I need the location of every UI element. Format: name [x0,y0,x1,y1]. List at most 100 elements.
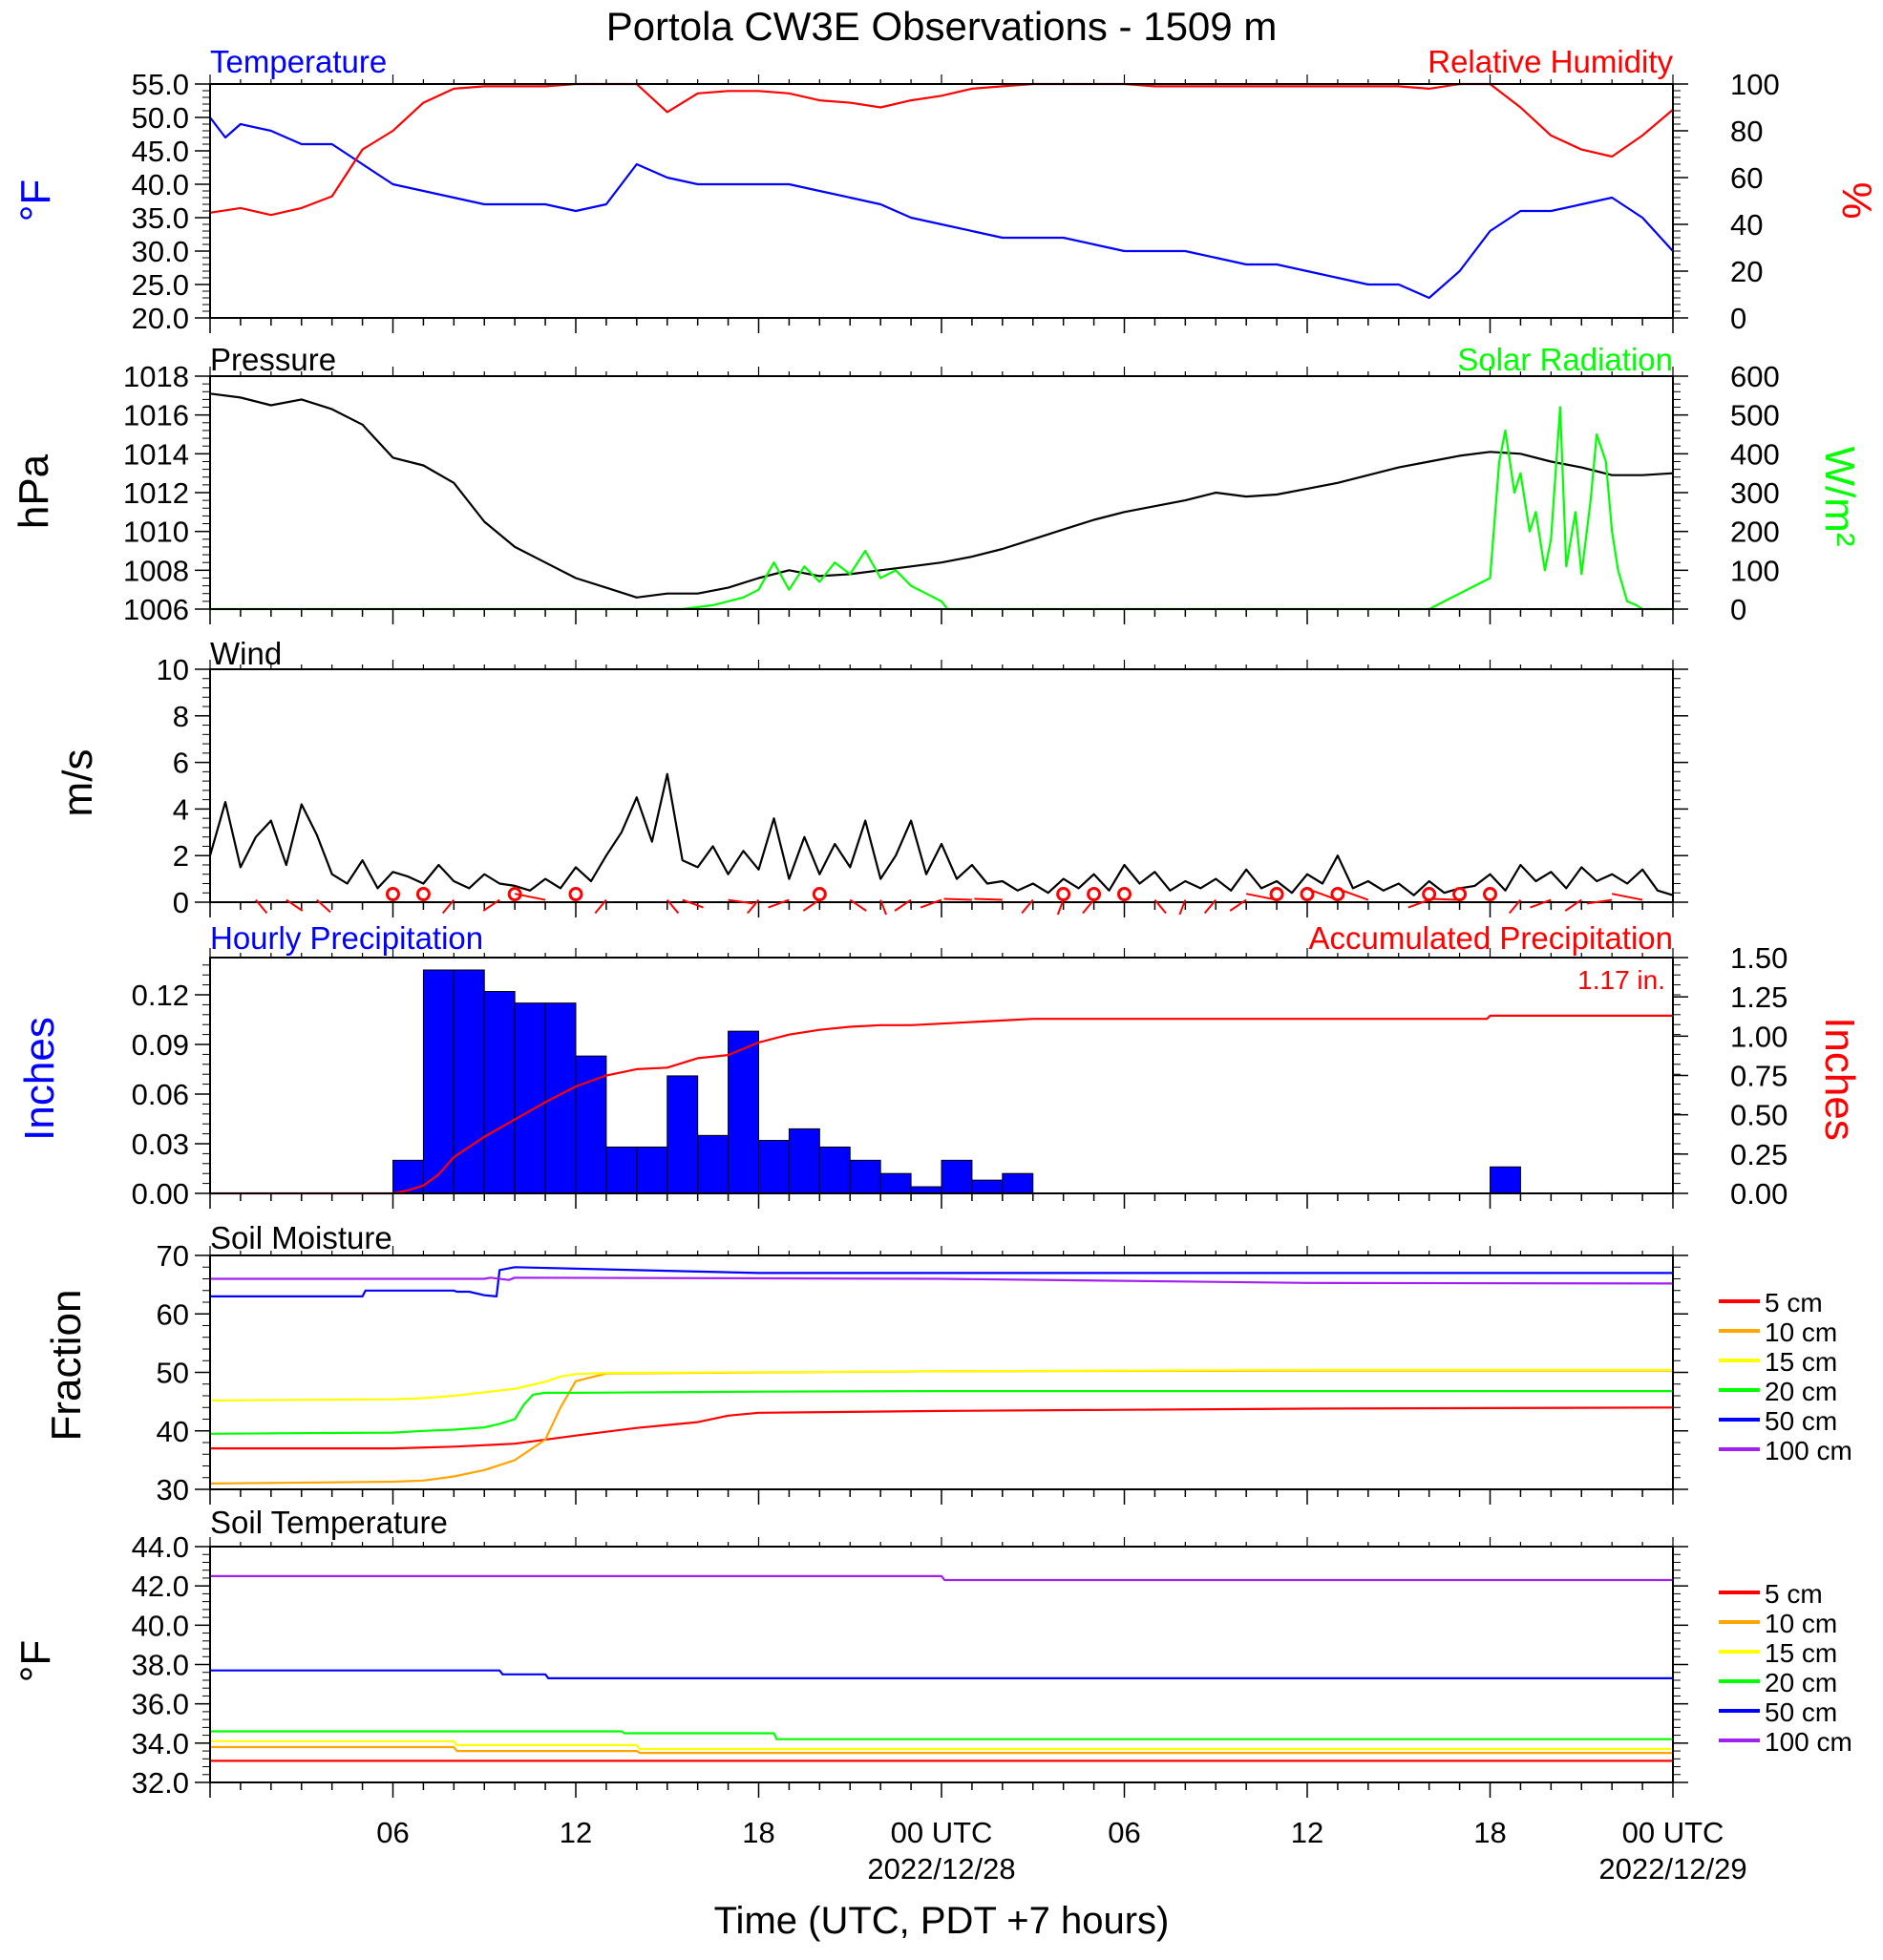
y-tick-label-right: 80 [1730,115,1763,148]
series-line-accumulated-precipitation [210,1014,1673,1195]
y-tick-label-left: 1008 [123,554,189,587]
wind-plot: 0 2 4 6 8 10 [157,653,1688,919]
series-line-solar-radiation [210,406,1673,611]
y-tick-label-left: 1010 [123,516,189,549]
y-tick-label-right: 40 [1730,208,1763,242]
x-tick-label: 00 UTC [891,1816,993,1849]
wind-barb [1178,899,1187,916]
solar-axis-label: W/m² [1816,446,1863,546]
panel-soil-temperature: 32.0 34.0 36.0 38.0 40.0 42.0 44.0 Soil Temper… [12,1505,1852,1800]
series-line-10-cm [210,1745,1673,1755]
precip-bar [544,1002,577,1194]
legend-label: 5 cm [1765,1579,1823,1609]
y-tick-label-left: 34.0 [132,1727,189,1760]
series-line-5-cm [210,1406,1674,1450]
legend-label: 10 cm [1765,1317,1837,1347]
calm-wind-circle [1269,887,1284,902]
y-tick-label-right: 1.00 [1730,1020,1788,1053]
x-tick-label: 00 UTC [1622,1816,1724,1849]
x-axis-label: Time (UTC, PDT +7 hours) [714,1900,1170,1942]
y-tick-label-left: 44.0 [132,1530,189,1564]
y-tick-label-left: 70 [157,1239,189,1273]
plot-background [210,1255,1673,1489]
y-tick-label-right: 0.00 [1730,1177,1788,1211]
y-tick-label-left: 32.0 [132,1766,189,1800]
wind-barb [682,898,704,909]
precip-bar [788,1128,820,1194]
y-tick-label-right: 0 [1730,302,1746,335]
y-tick-label-left: 0.09 [132,1028,189,1062]
y-tick-label-right: 20 [1730,255,1763,288]
y-tick-label-left: 30.0 [132,235,189,268]
precip-bar [941,1159,973,1194]
y-tick-label-right: 1.25 [1730,980,1788,1014]
plot-background [210,376,1673,609]
y-tick-label-left: 1018 [123,360,189,393]
calm-wind-circle [1483,887,1497,902]
x-date-label: 2022/12/29 [1598,1852,1746,1886]
legend-label: 10 cm [1765,1609,1837,1638]
y-tick-label-left: 6 [173,747,189,780]
calm-wind-circle [1056,887,1071,902]
y-tick-label-left: 50 [157,1357,189,1390]
accumulated-total-annotation: 1.17 in. [1577,965,1665,995]
pressure-axis-label: hPa [11,453,57,529]
pressure-solar-plot: 1006 1008 1010 1012 1014 1016 1018 0 100 200 300 40… [123,360,1780,626]
y-tick-label-right: 100 [1730,554,1780,587]
wind-barb [1564,898,1582,912]
y-tick-label-right: 1.50 [1730,941,1788,975]
calm-wind-circle [507,887,522,902]
y-tick-label-left: 0.03 [132,1128,189,1161]
y-tick-label-right: 200 [1730,516,1780,549]
hourly-precip-axis-label: Inches [16,1017,63,1141]
y-tick-label-right: 300 [1730,476,1780,510]
legend-label: 15 cm [1765,1638,1837,1668]
wind-barb [1407,898,1430,909]
panel-wind: 0 2 4 6 8 10 Wind m/s [54,636,1688,919]
precip-bar [1002,1172,1034,1194]
wind-barb [920,898,942,909]
precip-bar [483,991,516,1194]
precip-bar [636,1146,668,1194]
pressure-title: Pressure [210,342,336,377]
soil-moisture-plot: 30 40 50 60 70 [157,1239,1688,1507]
legend-label: 5 cm [1765,1288,1823,1317]
plot-background [210,1547,1673,1782]
calm-wind-circle [1422,887,1437,902]
calm-wind-circle [386,887,400,902]
panel-pressure-solar: 1006 1008 1010 1012 1014 1016 1018 0 100 200 300 40… [11,342,1863,626]
y-tick-label-right: 500 [1730,399,1780,432]
precip-bar [697,1134,730,1194]
wind-barb [768,898,790,909]
y-tick-label-left: 55.0 [132,68,189,101]
y-tick-label-left: 0.12 [132,979,189,1012]
series-line-50-cm [210,1266,1673,1298]
wind-barb [943,897,972,901]
precip-bar [575,1055,607,1194]
legend-label: 20 cm [1765,1668,1837,1697]
wind-barb [316,898,331,914]
y-tick-label-right: 0 [1730,593,1746,626]
wind-axis-label: m/s [54,749,101,817]
wind-barb [1431,897,1460,901]
calm-wind-circle [1300,887,1315,902]
x-tick-label: 06 [1108,1816,1140,1849]
precipitation-plot: 0.00 0.03 0.06 0.09 0.12 0.00 0.25 0.50 0.75 1.00… [132,941,1788,1211]
precip-bar [910,1186,942,1194]
accumulated-precipitation-title: Accumulated Precipitation [1308,920,1673,956]
wind-barb [974,897,1003,901]
precip-bar [666,1075,699,1194]
temperature-title: Temperature [210,44,387,79]
y-tick-label-right: 600 [1730,360,1780,393]
accumulated-precip-axis-label: Inches [1816,1017,1863,1141]
precip-bar [818,1146,851,1194]
x-tick-label: 18 [1473,1816,1506,1849]
y-tick-label-left: 1014 [123,437,189,471]
y-tick-label-left: 40.0 [132,1609,189,1642]
series-line-15-cm [209,1368,1673,1402]
calm-wind-circle [812,887,827,902]
y-tick-label-left: 8 [173,700,189,733]
